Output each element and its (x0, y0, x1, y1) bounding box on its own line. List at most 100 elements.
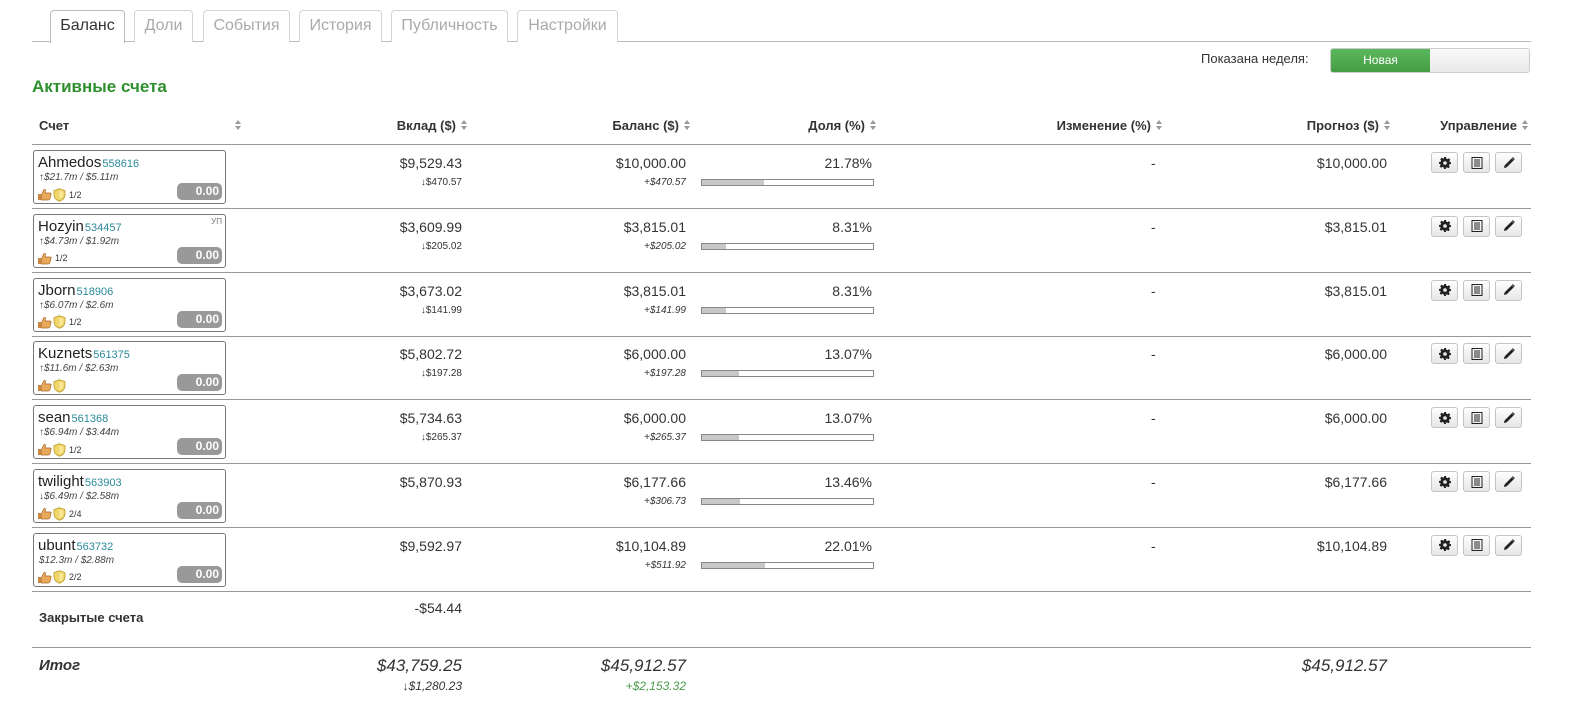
tab-history[interactable]: История (299, 10, 382, 42)
account-id[interactable]: 563903 (84, 477, 122, 489)
account-row: Hozyin534457 УП ↑$4.73m / $1.92m 1/2 0.0… (32, 209, 1531, 273)
details-button[interactable] (1463, 215, 1490, 237)
settings-button[interactable] (1431, 407, 1458, 429)
account-name-text: Jborn (38, 281, 76, 299)
share-bar (701, 434, 874, 442)
change-value: - (1151, 474, 1156, 490)
row-divider (32, 527, 1531, 528)
tab-balance[interactable]: Баланс (50, 10, 125, 43)
account-name: Kuznets561375 (38, 345, 130, 362)
week-toggle[interactable]: Новая (1330, 48, 1530, 73)
account-badge: 0.00 (177, 246, 222, 264)
share-value: 8.31% (832, 218, 872, 235)
column-header-manage[interactable]: Управление (1440, 118, 1529, 133)
change-value: - (1151, 218, 1156, 235)
column-header-deposit[interactable]: Вклад ($) (397, 118, 468, 133)
balance-change: +$265.37 (644, 432, 686, 444)
account-card[interactable]: Kuznets561375 ↑$11.6m / $2.63m 0.00 (33, 341, 226, 396)
settings-button[interactable] (1431, 279, 1458, 301)
account-fraction: 1/2 (69, 189, 82, 200)
deposit-value: $3,609.99 (399, 218, 462, 235)
account-name-text: ubunt (38, 536, 76, 554)
edit-button[interactable] (1495, 152, 1522, 173)
change-value: - (1151, 346, 1156, 363)
account-name: Ahmedos558616 (38, 154, 139, 171)
settings-button[interactable] (1431, 534, 1458, 556)
tab-shares[interactable]: Доли (134, 10, 193, 42)
edit-button[interactable] (1495, 279, 1522, 301)
column-header-balance[interactable]: Баланс ($) (612, 118, 691, 133)
details-button[interactable] (1463, 471, 1490, 492)
account-badge: 0.00 (177, 565, 222, 583)
account-card[interactable]: Jborn518906 ↑$6.07m / $2.6m 1/2 0.00 (33, 277, 226, 332)
account-card[interactable]: Hozyin534457 УП ↑$4.73m / $1.92m 1/2 0.0… (33, 213, 226, 268)
edit-button[interactable] (1495, 534, 1522, 556)
share-bar-fill (702, 307, 726, 313)
share-value: 21.78% (824, 155, 872, 171)
balance-value: $3,815.01 (623, 218, 686, 235)
balance-change: +$205.02 (644, 240, 686, 252)
pencil-icon (1503, 156, 1515, 168)
column-header-account[interactable]: Счет (39, 118, 69, 133)
account-id[interactable]: 563732 (76, 540, 114, 553)
row-divider (32, 208, 1531, 209)
account-name-text: Kuznets (38, 345, 93, 363)
share-bar-fill (702, 562, 765, 568)
settings-button[interactable] (1431, 215, 1458, 237)
account-id[interactable]: 534457 (84, 221, 122, 234)
account-stats: ↑$21.7m / $5.11m (39, 172, 119, 183)
details-button[interactable] (1463, 279, 1490, 301)
details-button[interactable] (1463, 407, 1490, 429)
week-new-button[interactable]: Новая (1331, 49, 1430, 72)
sort-icon (1384, 120, 1391, 131)
balance-value: $6,000.00 (623, 346, 686, 363)
share-bar (701, 306, 874, 314)
account-id[interactable]: 561368 (71, 413, 109, 426)
account-stats: ↓$6.49m / $2.58m (39, 491, 120, 502)
pencil-icon (1503, 284, 1515, 296)
pencil-icon (1503, 475, 1515, 487)
column-header-change[interactable]: Изменение (%) (1057, 118, 1163, 133)
shield-icon (53, 379, 66, 393)
details-button[interactable] (1463, 152, 1490, 173)
share-bar (701, 370, 874, 378)
settings-button[interactable] (1431, 343, 1458, 365)
tab-settings[interactable]: Настройки (517, 10, 618, 42)
forecast-value: $3,815.01 (1324, 282, 1387, 299)
account-row: twilight563903 ↓$6.49m / $2.58m 2/4 0.00… (32, 464, 1531, 528)
account-card[interactable]: twilight563903 ↓$6.49m / $2.58m 2/4 0.00 (33, 469, 226, 523)
account-card[interactable]: ubunt563732 $12.3m / $2.88m 2/2 0.00 (33, 532, 226, 587)
edit-button[interactable] (1495, 343, 1522, 365)
deposit-value: $5,870.93 (399, 474, 462, 490)
tab-bar: Баланс Доли События История Публичность … (32, 10, 1531, 43)
account-name: Jborn518906 (38, 282, 113, 299)
edit-button[interactable] (1495, 407, 1522, 429)
column-header-forecast[interactable]: Прогноз ($) (1307, 118, 1391, 133)
tab-publicity[interactable]: Публичность (391, 10, 508, 42)
tab-events[interactable]: События (203, 10, 290, 42)
account-name: sean561368 (38, 409, 108, 426)
account-card[interactable]: sean561368 ↑$6.94m / $3.44m 1/2 0.00 (33, 405, 226, 460)
details-button[interactable] (1463, 343, 1490, 365)
deposit-change: ↓$265.37 (420, 432, 462, 444)
list-icon (1471, 411, 1482, 424)
edit-button[interactable] (1495, 215, 1522, 237)
settings-button[interactable] (1431, 152, 1458, 173)
column-header-share[interactable]: Доля (%) (808, 118, 877, 133)
share-bar-fill (702, 180, 765, 185)
share-value: 13.46% (824, 474, 872, 490)
account-id[interactable]: 558616 (102, 158, 140, 170)
change-value: - (1151, 410, 1156, 427)
account-card[interactable]: Ahmedos558616 ↑$21.7m / $5.11m 1/2 0.00 (33, 150, 226, 204)
gear-icon (1438, 411, 1451, 424)
settings-button[interactable] (1431, 471, 1458, 492)
account-id[interactable]: 561375 (93, 349, 130, 362)
account-id[interactable]: 518906 (76, 285, 114, 298)
details-button[interactable] (1463, 534, 1490, 556)
edit-button[interactable] (1495, 471, 1522, 492)
sort-icon (684, 120, 691, 131)
account-icons (37, 378, 69, 393)
sort-icon[interactable] (235, 120, 242, 131)
account-fraction: 1/2 (69, 444, 82, 455)
share-bar (701, 179, 874, 186)
